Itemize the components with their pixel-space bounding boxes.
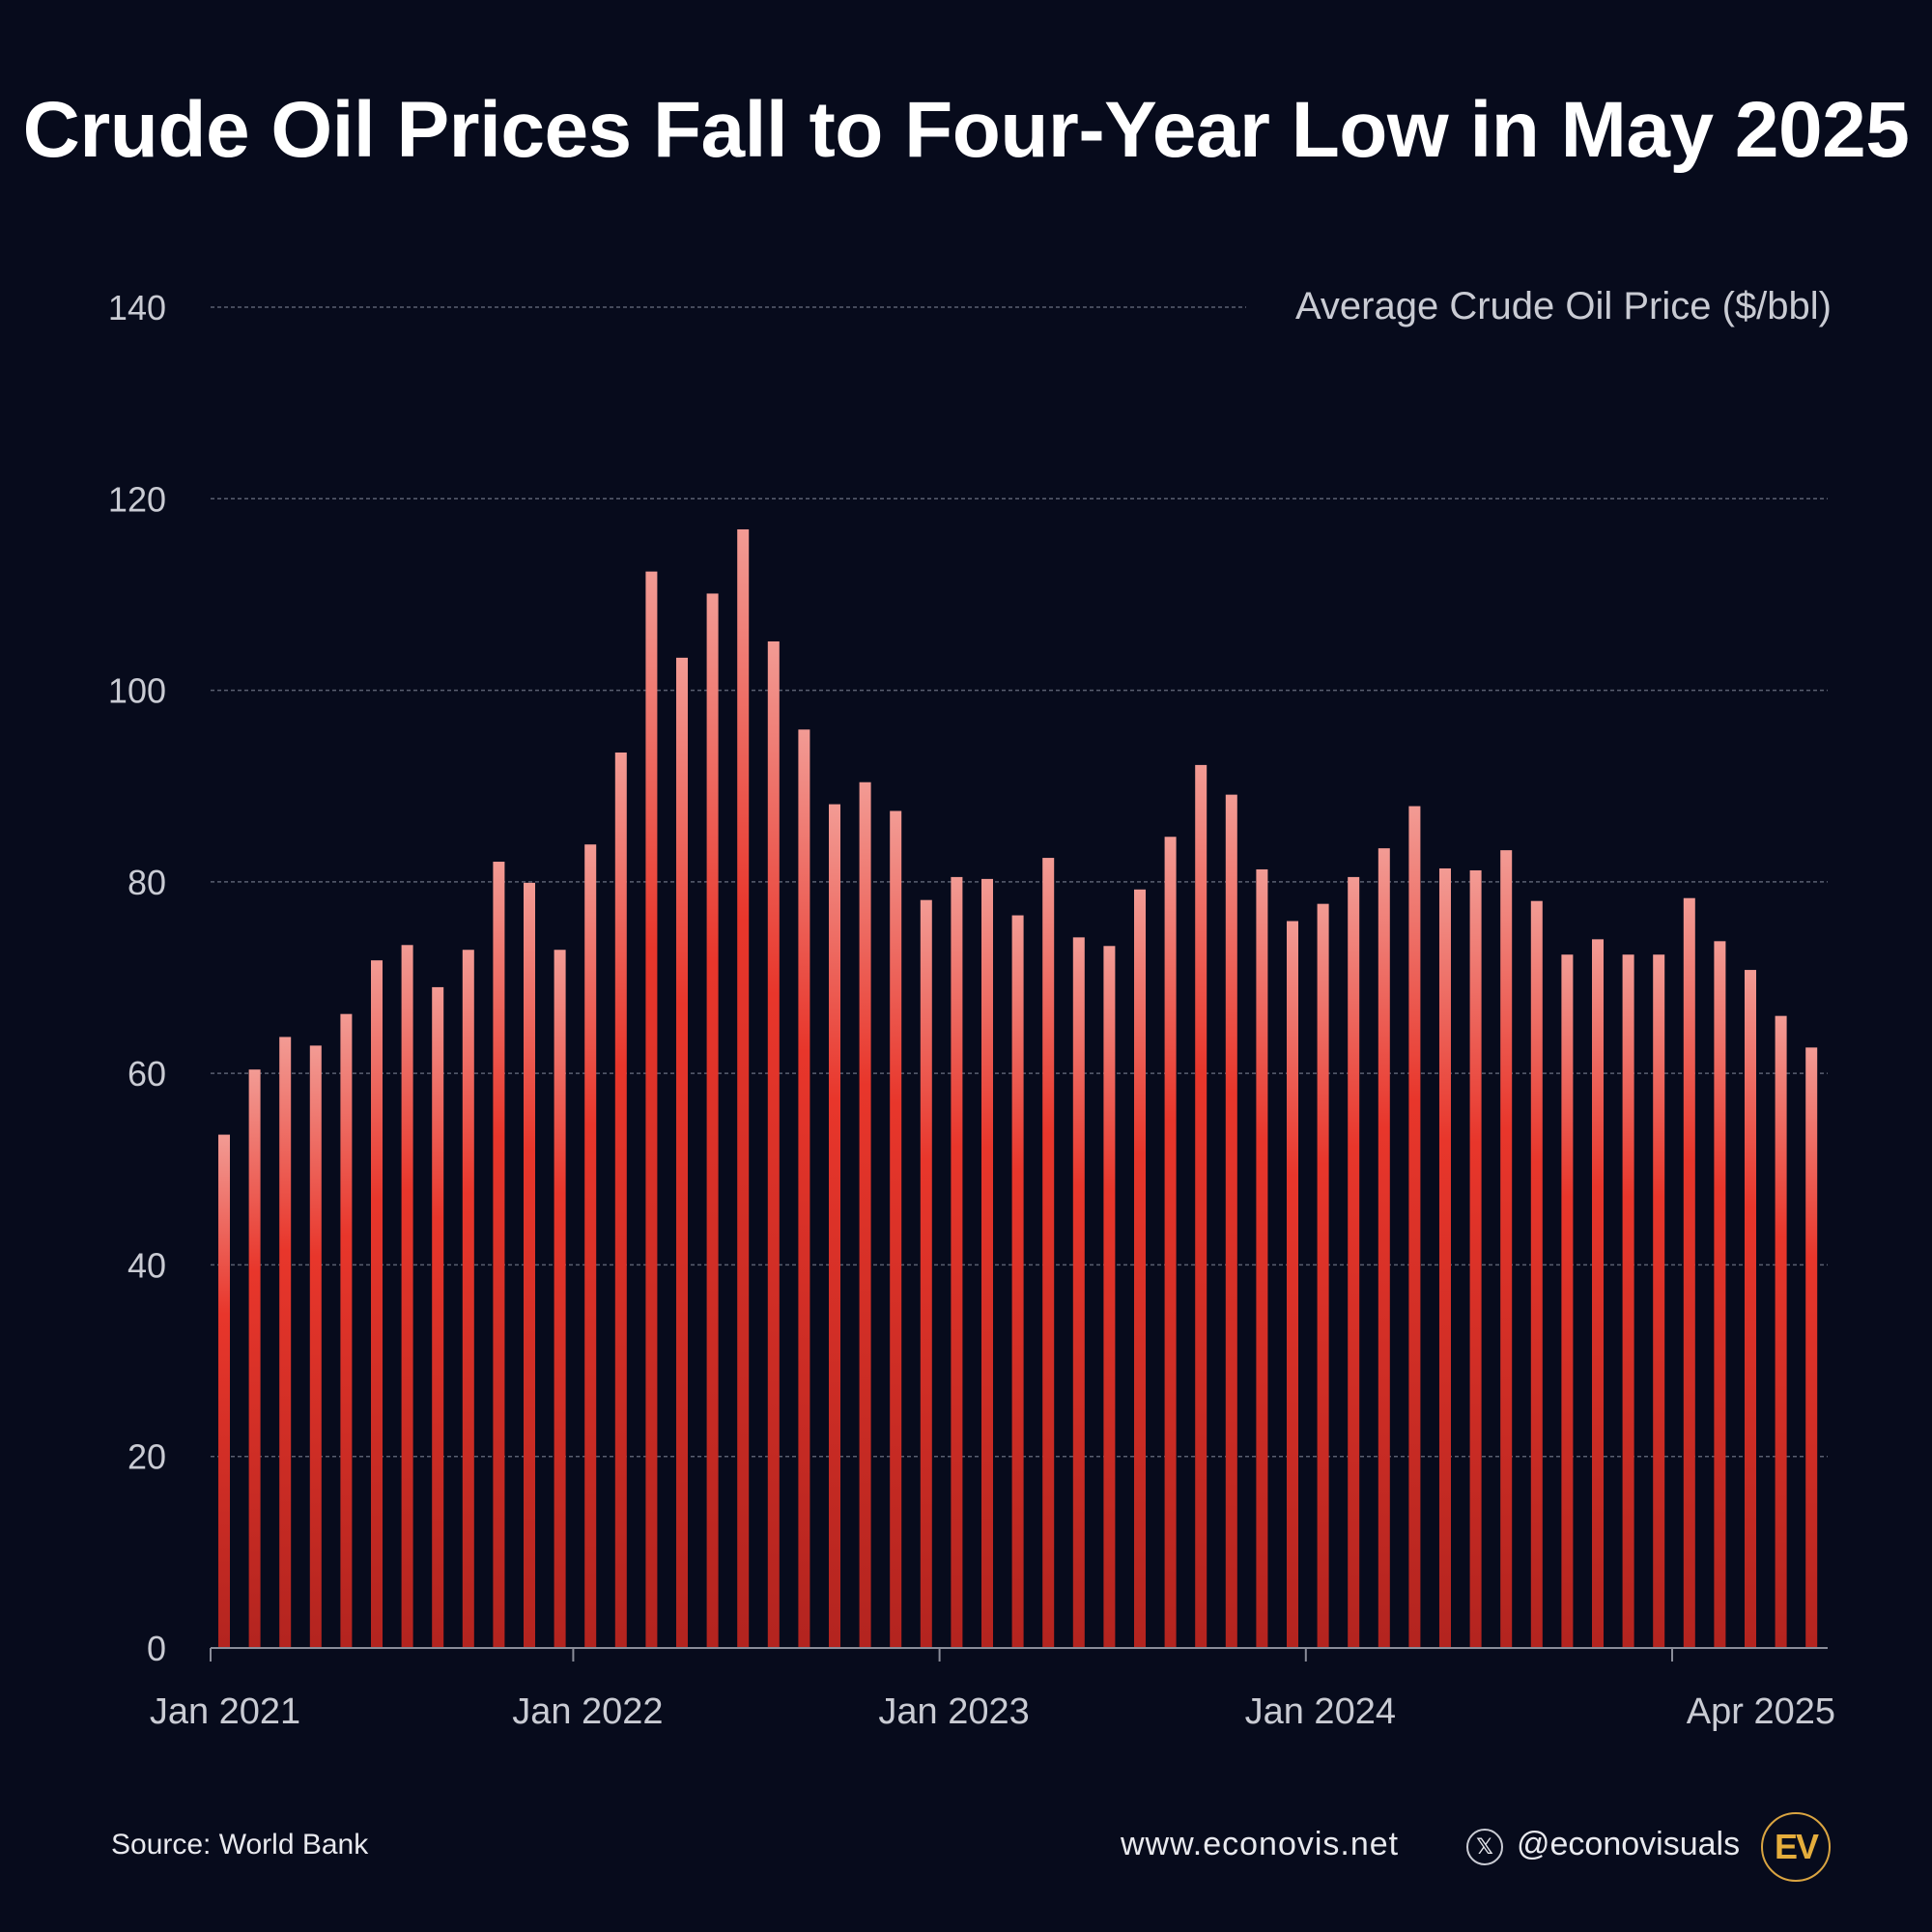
bar-mar-2021 — [279, 1037, 292, 1648]
bar-sep-2024 — [1561, 954, 1574, 1648]
x-tick-label: Jan 2022 — [512, 1691, 663, 1732]
bar-feb-2022 — [614, 753, 627, 1648]
econovis-logo: EV — [1761, 1812, 1831, 1882]
bar-nov-2022 — [890, 810, 902, 1648]
y-tick-label: 80 — [128, 863, 166, 902]
bar-may-2023 — [1072, 937, 1085, 1648]
bar-apr-2024 — [1408, 806, 1421, 1648]
bar-jan-2023 — [951, 876, 963, 1648]
website-link[interactable]: www.econovis.net — [1121, 1826, 1400, 1862]
bar-aug-2024 — [1530, 900, 1543, 1648]
bar-jun-2021 — [371, 960, 383, 1648]
bar-dec-2021 — [554, 950, 566, 1648]
bar-apr-2022 — [676, 657, 688, 1649]
bar-jun-2022 — [737, 529, 750, 1648]
bar-jan-2022 — [584, 844, 597, 1648]
bar-jan-2025 — [1683, 897, 1695, 1648]
y-tick-label: 120 — [108, 479, 166, 519]
bar-apr-2021 — [309, 1045, 322, 1648]
y-tick-label: 100 — [108, 671, 166, 711]
bar-feb-2021 — [248, 1069, 261, 1648]
bar-sep-2021 — [462, 950, 474, 1648]
bar-jan-2021 — [218, 1134, 230, 1648]
bar-feb-2025 — [1714, 941, 1726, 1648]
bar-oct-2023 — [1225, 794, 1237, 1648]
bar-oct-2024 — [1592, 939, 1604, 1648]
chart-title: Crude Oil Prices Fall to Four-Year Low i… — [22, 86, 1910, 174]
bar-mar-2024 — [1378, 848, 1390, 1648]
bar-jul-2024 — [1500, 850, 1513, 1648]
bar-feb-2024 — [1348, 876, 1360, 1648]
bar-nov-2023 — [1256, 868, 1268, 1648]
bar-nov-2024 — [1622, 954, 1634, 1648]
x-tick-label: Jan 2021 — [150, 1691, 300, 1732]
bar-jan-2024 — [1317, 903, 1329, 1648]
x-tick-label: Jan 2024 — [1245, 1691, 1396, 1732]
bar-may-2021 — [340, 1013, 353, 1648]
bar-aug-2021 — [432, 986, 444, 1648]
y-tick-label: 60 — [128, 1054, 166, 1094]
bar-jun-2023 — [1103, 946, 1116, 1648]
bar-aug-2022 — [798, 729, 810, 1648]
y-tick-label: 40 — [128, 1245, 166, 1285]
bar-mar-2025 — [1745, 970, 1756, 1648]
x-icon: 𝕏 — [1466, 1829, 1503, 1865]
bar-nov-2021 — [524, 882, 535, 1648]
bar-dec-2023 — [1287, 921, 1298, 1648]
bar-may-2022 — [706, 593, 719, 1648]
bar-oct-2022 — [859, 781, 871, 1648]
bar-may-2025 — [1805, 1047, 1818, 1648]
bar-may-2024 — [1439, 867, 1451, 1648]
x-tick-label: Apr 2025 — [1687, 1691, 1835, 1732]
bar-oct-2021 — [493, 862, 505, 1648]
bar-apr-2023 — [1042, 858, 1055, 1648]
bar-mar-2022 — [645, 571, 658, 1648]
bar-apr-2025 — [1775, 1015, 1787, 1648]
bar-sep-2022 — [829, 804, 840, 1648]
bar-jul-2023 — [1134, 889, 1146, 1648]
x-tick-label: Jan 2023 — [878, 1691, 1029, 1732]
series-label: Average Crude Oil Price ($/bbl) — [1295, 285, 1832, 327]
y-tick-label: 20 — [128, 1437, 166, 1477]
bar-feb-2023 — [981, 878, 993, 1648]
y-tick-label: 0 — [147, 1629, 166, 1668]
bar-dec-2024 — [1653, 954, 1665, 1648]
bar-sep-2023 — [1195, 764, 1208, 1648]
bar-jun-2024 — [1469, 869, 1482, 1648]
bar-jul-2022 — [767, 641, 780, 1648]
social-handle[interactable]: @econovisuals — [1517, 1826, 1741, 1862]
bar-dec-2022 — [920, 899, 932, 1648]
bar-aug-2023 — [1164, 837, 1177, 1648]
source-note: Source: World Bank — [111, 1829, 369, 1861]
bar-jul-2021 — [401, 945, 413, 1648]
y-tick-label: 140 — [108, 288, 166, 327]
bar-mar-2023 — [1011, 915, 1024, 1648]
